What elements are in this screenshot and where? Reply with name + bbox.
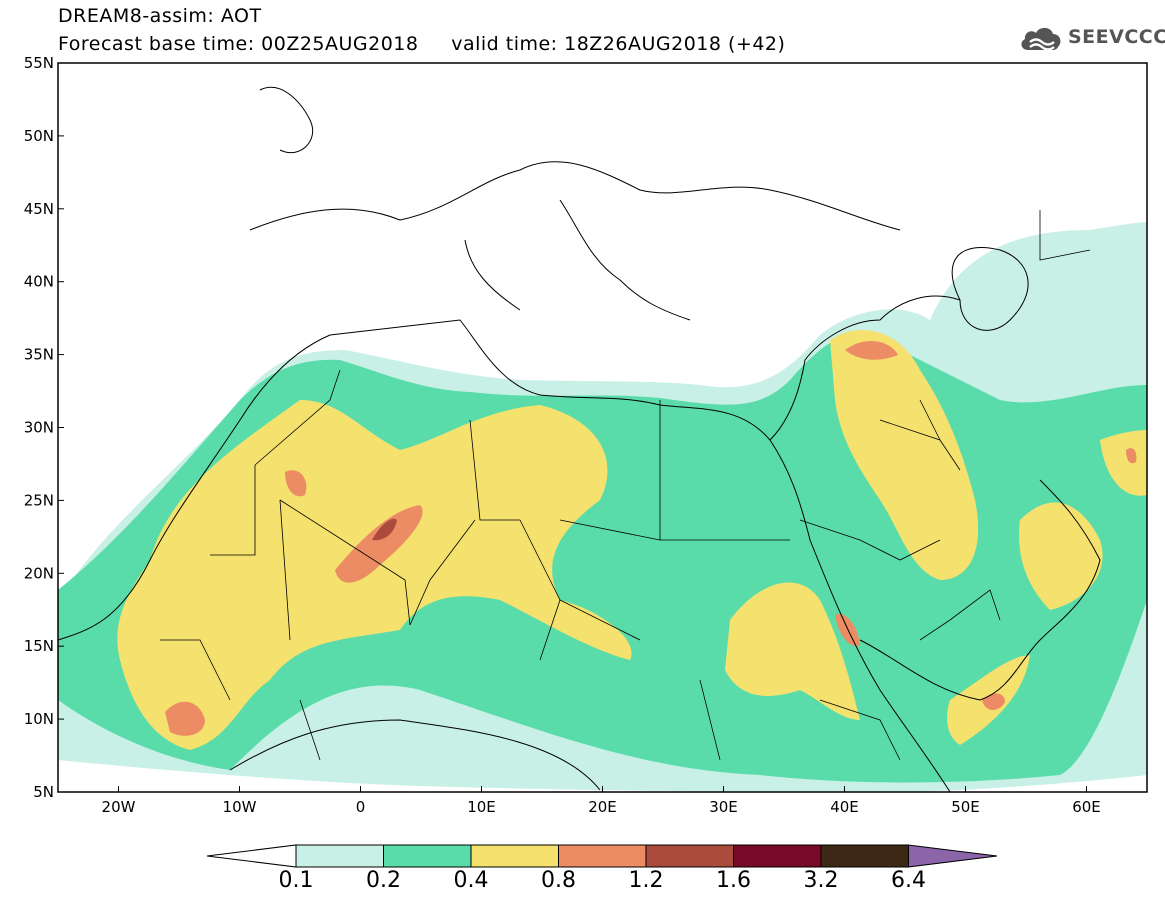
- colorbar-segment: [733, 844, 822, 868]
- colorbar-max-arrow: [907, 844, 998, 868]
- lat-label: 10N: [24, 710, 54, 728]
- lat-label: 45N: [24, 200, 54, 218]
- lat-label: 20N: [24, 564, 54, 582]
- aot-band-0-4-oman: [1019, 502, 1103, 610]
- aot-band-0-8-persia: [1126, 448, 1137, 464]
- aot-contours: [58, 86, 1147, 792]
- coastlines: [58, 86, 1101, 792]
- forecast-base-time: Forecast base time: 00Z25AUG2018: [58, 33, 419, 55]
- colorbar-label: 0.4: [453, 868, 489, 893]
- colorbar-segment: [645, 844, 734, 868]
- colorbar-segment: [295, 844, 384, 868]
- lon-label: 40E: [830, 798, 859, 816]
- aot-band-0-8-mali: [285, 470, 307, 497]
- colorbar-segment: [558, 844, 647, 868]
- aot-band-0-8-sahara: [335, 505, 423, 583]
- latitude-axis: 55N 50N 45N 40N 35N 30N 25N 20N 15N 10N 5N: [24, 54, 64, 801]
- longitude-axis: 20W 10W 0 10E 20E 30E 40E 50E 60E: [102, 786, 1101, 816]
- colorbar-segment: [383, 844, 472, 868]
- aot-band-1-2: [372, 518, 397, 541]
- lon-label: 0: [356, 798, 366, 816]
- lat-label: 30N: [24, 419, 54, 437]
- colorbar-label: 0.8: [541, 868, 576, 893]
- lon-label: 60E: [1072, 798, 1101, 816]
- lat-label: 50N: [24, 127, 54, 145]
- aot-band-0-8-guinea: [165, 701, 205, 736]
- lat-label: 15N: [24, 637, 54, 655]
- cloud-icon: [1021, 27, 1061, 51]
- lon-label: 30E: [709, 798, 738, 816]
- country-borders: [160, 210, 1091, 761]
- lat-label: 55N: [24, 54, 54, 72]
- lon-label: 50E: [951, 798, 980, 816]
- aot-band-0-4-persia: [1100, 430, 1147, 496]
- colorbar-label: 3.2: [803, 868, 839, 893]
- valid-time: valid time: 18Z26AUG2018 (+42): [451, 33, 786, 55]
- logo-text: SEEVCCC: [1068, 26, 1165, 48]
- model-title: DREAM8-assim: AOT: [58, 5, 262, 27]
- seevccc-logo: SEEVCCC: [1018, 22, 1165, 56]
- lat-label: 35N: [24, 346, 54, 364]
- lon-label: 20W: [102, 798, 136, 816]
- lat-label: 5N: [33, 783, 54, 801]
- lat-label: 40N: [24, 273, 54, 291]
- lat-label: 25N: [24, 491, 54, 509]
- aot-band-0-4-horn: [725, 582, 860, 720]
- lon-label: 10E: [467, 798, 496, 816]
- colorbar-label: 0.2: [366, 868, 401, 893]
- colorbar-min-arrow: [206, 844, 297, 868]
- aot-band-0-8-iraq: [845, 340, 898, 360]
- colorbar-label: 1.6: [716, 868, 751, 893]
- colorbar-segment: [470, 844, 559, 868]
- time-info: Forecast base time: 00Z25AUG2018 valid t…: [58, 33, 785, 55]
- colorbar-label: 1.2: [628, 868, 664, 893]
- colorbar-label: 6.4: [891, 868, 926, 893]
- colorbar-label: 0.1: [278, 868, 314, 893]
- aot-band-0-8-eritrea: [835, 614, 860, 646]
- lon-label: 20E: [588, 798, 617, 816]
- aot-band-0-4-east-arabia: [830, 330, 979, 580]
- colorbar: [206, 844, 998, 868]
- lon-label: 10W: [223, 798, 257, 816]
- colorbar-segment: [820, 844, 909, 868]
- aot-band-0-8-somalia: [982, 693, 1005, 710]
- aot-band-0-4-west: [117, 400, 632, 750]
